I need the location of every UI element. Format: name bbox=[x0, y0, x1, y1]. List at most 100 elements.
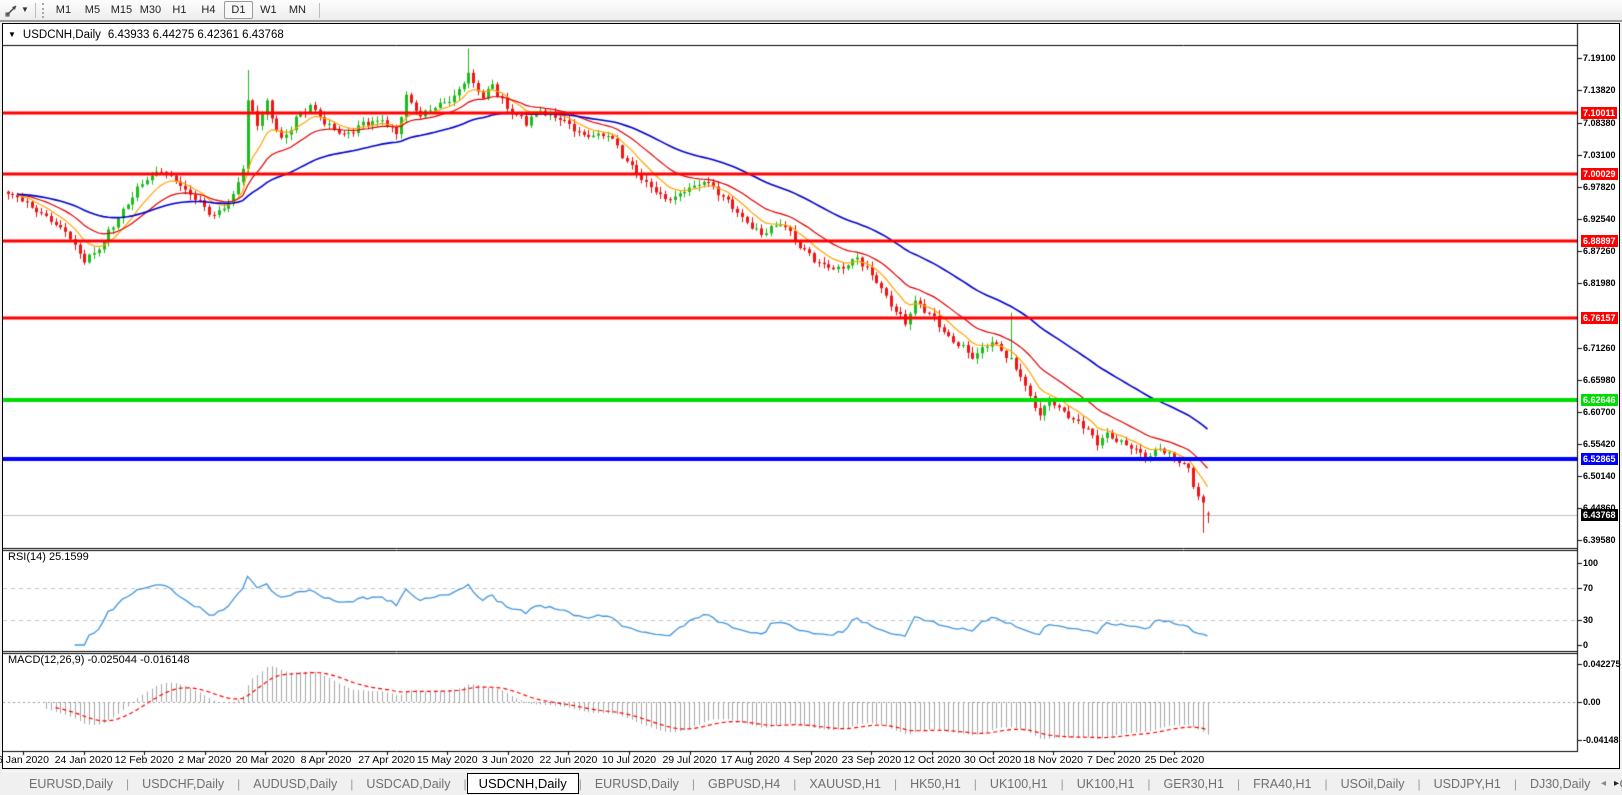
date-axis-label: 2 Mar 2020 bbox=[178, 754, 232, 766]
top-toolbar: ▼ M1 M5 M15 M30 H1 H4 D1 W1 MN bbox=[0, 0, 1622, 22]
timeframe-button-M5[interactable]: M5 bbox=[84, 4, 101, 16]
chart-tab-uk100-h1[interactable]: UK100,H1 bbox=[1076, 776, 1135, 791]
chart-tab-xauusd-h1[interactable]: XAUUSD,H1 bbox=[809, 776, 881, 791]
tab-separator: | bbox=[237, 776, 241, 791]
date-axis-label: 22 Jun 2020 bbox=[539, 754, 598, 766]
tab-separator: | bbox=[463, 776, 467, 791]
chart-symbol-label: USDCNH,Daily bbox=[22, 28, 101, 41]
date-axis-label: 23 Sep 2020 bbox=[841, 754, 902, 766]
tab-separator: | bbox=[126, 776, 130, 791]
date-axis-label: 12 Oct 2020 bbox=[903, 754, 961, 766]
chart-tab-bar: EURUSD,Daily | USDCHF,Daily | AUDUSD,Daily | U… bbox=[0, 771, 1622, 795]
chart-tab-usdcad-daily[interactable]: USDCAD,Daily bbox=[366, 776, 451, 791]
chart-tab-fra40-h1[interactable]: FRA40,H1 bbox=[1253, 776, 1312, 791]
chart-window: ▼ USDCNH,Daily 6.43933 6.44275 6.42361 6… bbox=[0, 23, 1621, 769]
macd-axis-tick: 0.042275 bbox=[1583, 658, 1621, 669]
date-axis-label: 27 Apr 2020 bbox=[358, 754, 415, 766]
price-axis-tick: 6.71260 bbox=[1583, 342, 1616, 353]
price-level-badge: 6.76157 bbox=[1581, 312, 1618, 325]
price-chart-canvas[interactable] bbox=[3, 24, 1619, 768]
chart-tab-uk100-h1[interactable]: UK100,H1 bbox=[989, 776, 1048, 791]
toolbar-divider bbox=[318, 2, 320, 18]
date-axis-label: 8 Apr 2020 bbox=[300, 754, 352, 766]
rsi-axis-tick: 100 bbox=[1583, 558, 1599, 568]
price-axis-tick: 7.03100 bbox=[1583, 149, 1616, 160]
chart-tab-china300-h1[interactable]: CHINA300,H1 bbox=[1607, 775, 1622, 793]
tab-separator: | bbox=[1324, 776, 1328, 791]
chart-tab-gbpusd-h4[interactable]: GBPUSD,H4 bbox=[708, 776, 781, 791]
price-axis-tick: 6.44860 bbox=[1583, 503, 1616, 513]
timeframe-button-H4[interactable]: H4 bbox=[201, 4, 216, 16]
price-axis-tick: 6.60700 bbox=[1583, 406, 1616, 417]
chart-tab-usdchf-daily[interactable]: USDCHF,Daily bbox=[142, 776, 225, 791]
date-axis-label: 10 Jul 2020 bbox=[601, 754, 657, 766]
date-axis-label: 15 May 2020 bbox=[416, 754, 478, 766]
tab-separator: | bbox=[691, 776, 696, 791]
macd-axis-tick: 0.00 bbox=[1583, 697, 1601, 707]
price-level-badge: 6.88897 bbox=[1581, 235, 1618, 248]
tab-scroll-right-icon[interactable]: ▸ bbox=[1613, 777, 1619, 789]
chart-tab-dj30-daily[interactable]: DJ30,Daily bbox=[1529, 776, 1591, 791]
timeframe-buttons: M1 M5 M15 M30 H1 H4 D1 W1 MN bbox=[50, 1, 311, 19]
tab-separator: | bbox=[350, 776, 354, 791]
tab-separator: | bbox=[1417, 776, 1421, 791]
price-axis-tick: 7.13820 bbox=[1583, 84, 1616, 95]
chart-tab-hk50-h1[interactable]: HK50,H1 bbox=[910, 776, 961, 791]
date-axis-label: 6 Jan 2020 bbox=[0, 754, 49, 766]
tab-scroll-controls: ◂ ▸ bbox=[1594, 773, 1619, 793]
date-axis-label: 30 Oct 2020 bbox=[963, 754, 1022, 766]
price-axis-tick: 6.50140 bbox=[1583, 470, 1616, 481]
chart-tab-usdcnh-daily[interactable]: USDCNH,Daily bbox=[466, 773, 579, 794]
timeframe-button-H1[interactable]: H1 bbox=[172, 4, 187, 16]
chart-tab-usoil-daily[interactable]: USOil,Daily bbox=[1340, 776, 1405, 791]
rsi-axis-tick: 30 bbox=[1583, 615, 1594, 626]
date-axis-label: 24 Jan 2020 bbox=[54, 754, 113, 766]
timeframe-button-M30[interactable]: M30 bbox=[139, 4, 162, 16]
date-axis-label: 12 Feb 2020 bbox=[114, 754, 174, 766]
date-axis-label: 20 Mar 2020 bbox=[235, 754, 295, 766]
chart-title-dropdown-icon[interactable]: ▼ bbox=[8, 29, 16, 39]
tab-separator: | bbox=[1060, 776, 1064, 791]
price-level-badge: 6.52865 bbox=[1581, 453, 1618, 466]
date-axis-label: 18 Nov 2020 bbox=[1023, 754, 1083, 766]
date-axis-label: 4 Sep 2020 bbox=[783, 754, 838, 766]
price-axis-tick: 6.97820 bbox=[1583, 181, 1616, 192]
date-axis-label: 29 Jul 2020 bbox=[662, 754, 717, 766]
price-level-badge: 6.62646 bbox=[1581, 394, 1618, 407]
chart-cursor-icon[interactable] bbox=[4, 3, 20, 17]
price-level-badge: 7.10011 bbox=[1581, 107, 1618, 120]
chart-tab-audusd-daily[interactable]: AUDUSD,Daily bbox=[253, 776, 338, 791]
tab-separator: | bbox=[893, 776, 898, 791]
chart-tab-eurusd-daily[interactable]: EURUSD,Daily bbox=[594, 776, 679, 791]
tab-separator: | bbox=[1513, 776, 1517, 791]
tab-separator: | bbox=[1237, 776, 1241, 791]
date-axis-label: 17 Aug 2020 bbox=[720, 754, 780, 766]
current-price-badge: 6.43768 bbox=[1581, 508, 1618, 521]
chart-ohlc-values: 6.43933 6.44275 6.42361 6.43768 bbox=[107, 28, 284, 41]
chart-tab-ger30-h1[interactable]: GER30,H1 bbox=[1163, 776, 1224, 791]
tab-scroll-left-icon[interactable]: ◂ bbox=[1600, 777, 1606, 789]
macd-indicator-label: MACD(12,26,9) -0.025044 -0.016148 bbox=[8, 654, 190, 666]
price-axis-tick: 6.92540 bbox=[1583, 213, 1616, 224]
dropdown-caret-icon[interactable]: ▼ bbox=[21, 5, 29, 14]
timeframe-button-MN[interactable]: MN bbox=[288, 4, 306, 16]
rsi-axis-tick: 70 bbox=[1583, 582, 1594, 593]
tab-separator: | bbox=[578, 776, 582, 791]
toolbar-divider bbox=[34, 2, 36, 18]
date-axis-label: 25 Dec 2020 bbox=[1144, 754, 1205, 766]
timeframe-button-M15[interactable]: M15 bbox=[110, 4, 133, 16]
chart-tab-usdjpy-h1[interactable]: USDJPY,H1 bbox=[1433, 776, 1501, 791]
chart-tab-eurusd-daily[interactable]: EURUSD,Daily bbox=[29, 776, 114, 791]
price-axis-tick: 6.39580 bbox=[1583, 534, 1616, 545]
date-axis-label: 7 Dec 2020 bbox=[1086, 754, 1141, 766]
timeframe-button-W1[interactable]: W1 bbox=[260, 4, 277, 16]
price-axis-tick: 7.19100 bbox=[1583, 52, 1616, 63]
price-axis-tick: 6.87260 bbox=[1583, 245, 1616, 256]
chart-title: ▼ USDCNH,Daily 6.43933 6.44275 6.42361 6… bbox=[8, 27, 284, 42]
toolbar-grip[interactable] bbox=[41, 2, 44, 18]
tab-separator: | bbox=[973, 776, 977, 791]
timeframe-button-M1[interactable]: M1 bbox=[55, 4, 72, 16]
timeframe-button-D1[interactable]: D1 bbox=[223, 1, 253, 19]
price-level-badge: 7.00029 bbox=[1581, 167, 1618, 180]
tab-separator: | bbox=[1147, 776, 1151, 791]
